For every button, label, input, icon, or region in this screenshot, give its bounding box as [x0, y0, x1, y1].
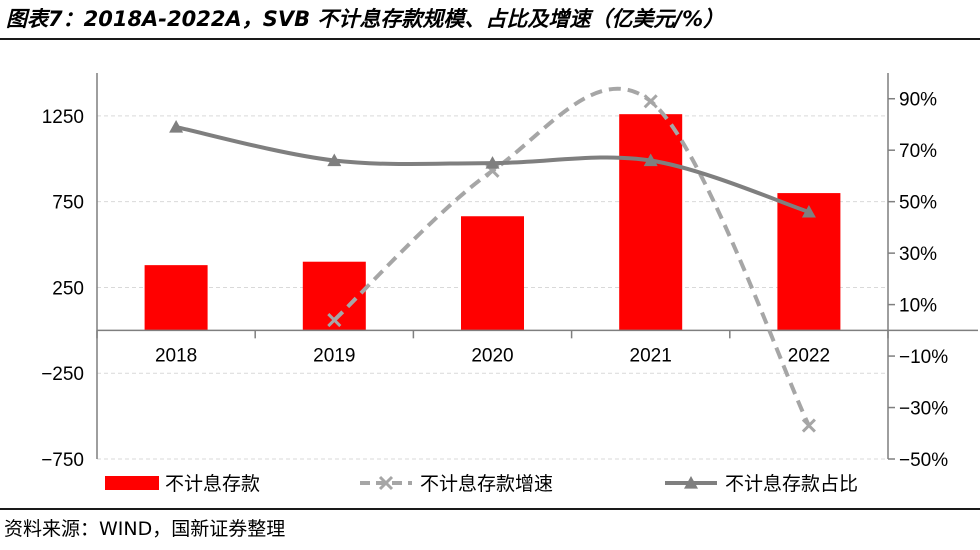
share-point-2019 — [327, 153, 342, 167]
y-right-tick-label: 10% — [899, 296, 937, 317]
bar-2020 — [461, 216, 524, 331]
legend-swatch-triangle-marker — [684, 476, 698, 489]
y-left-tick-label: 750 — [52, 193, 84, 214]
growth-point-2022 — [801, 418, 816, 433]
y-right-tick-label: −10% — [899, 347, 948, 368]
growth-point-2019 — [327, 312, 342, 328]
chart: 1250 750 250 −250 −750 90% 70% 50% 30% 10% −10% −30… — [41, 73, 978, 495]
y-right-tick-label: −30% — [899, 399, 948, 420]
y-left-tick-label: 250 — [52, 278, 84, 299]
source-note: 资料来源：WIND，国新证券整理 — [4, 518, 286, 540]
marker-stroke — [643, 94, 658, 109]
share-point-2022 — [801, 204, 816, 218]
share-point-2018 — [169, 120, 184, 133]
legend-layer: 不计息存款 不计息存款增速 不计息存款占比 — [105, 473, 858, 495]
bars-layer — [144, 114, 841, 331]
x-tick-label-2021: 2021 — [630, 345, 672, 366]
share-point-2021 — [643, 153, 658, 167]
x-tick-label-2018: 2018 — [155, 345, 197, 366]
axes-layer — [96, 73, 978, 460]
legend-item-2: 不计息存款增速 — [360, 473, 553, 495]
legend-item-1: 不计息存款 — [105, 473, 260, 495]
y-right-tick-label: 50% — [899, 193, 937, 214]
y-left-tick-label: −250 — [41, 364, 84, 385]
y-left-tick-label: 1250 — [42, 107, 84, 128]
y-right-tick-label: 30% — [899, 244, 937, 265]
marker-stroke — [801, 418, 816, 433]
marker-stroke — [378, 475, 394, 491]
marker-stroke — [327, 312, 342, 328]
y-right-tick-label: 90% — [899, 90, 937, 111]
legend-label: 不计息存款增速 — [420, 473, 553, 495]
bar-2018 — [144, 265, 208, 331]
share-point-2020 — [485, 156, 500, 169]
y-left-tick-label: −750 — [41, 450, 84, 471]
growth-line — [332, 86, 811, 427]
legend-label: 不计息存款 — [165, 473, 260, 495]
legend-swatch-bar — [105, 476, 159, 490]
y-right-tick-label: 70% — [899, 141, 937, 162]
y-right-tick-label: −50% — [899, 450, 948, 471]
growth-point-2021 — [643, 94, 658, 109]
legend-swatch-x-marker — [378, 475, 394, 491]
x-tick-label-2022: 2022 — [788, 345, 830, 366]
bottom-rule — [0, 508, 980, 510]
lines-layer — [169, 86, 816, 433]
labels-layer: 1250 750 250 −250 −750 90% 70% 50% 30% 10% −10% −30… — [41, 90, 948, 471]
bar-2021 — [619, 114, 683, 331]
x-tick-label-2019: 2019 — [313, 345, 355, 366]
legend-item-3: 不计息存款占比 — [665, 473, 858, 495]
x-tick-label-2020: 2020 — [471, 345, 513, 366]
legend-label: 不计息存款占比 — [725, 473, 858, 495]
top-rule — [0, 38, 980, 40]
chart-title: 图表7：2018A-2022A，SVB 不计息存款规模、占比及增速（亿美元/%） — [6, 7, 725, 31]
